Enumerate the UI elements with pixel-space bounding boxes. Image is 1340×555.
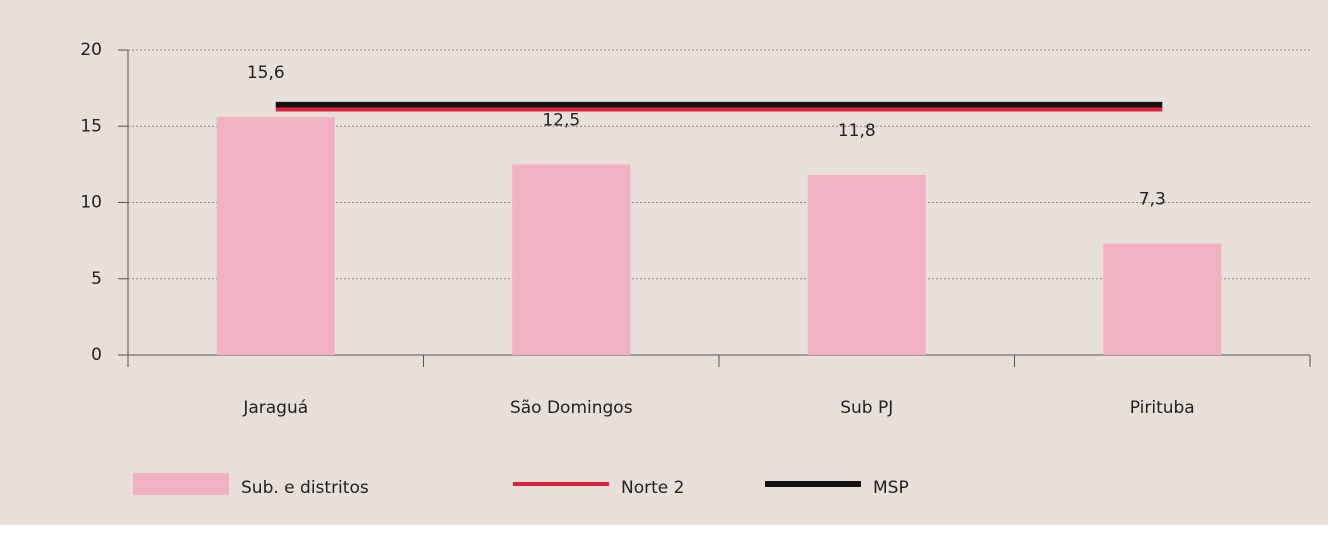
legend-label: MSP <box>873 478 909 498</box>
bar <box>512 164 631 355</box>
legend-label: Sub. e distritos <box>241 478 369 498</box>
data-label: 12,5 <box>542 110 580 130</box>
y-tick-label: 0 <box>91 345 102 365</box>
data-label: 15,6 <box>247 63 285 83</box>
y-tick-label: 10 <box>80 193 102 213</box>
x-tick-label: Pirituba <box>1130 398 1195 418</box>
y-tick-label: 20 <box>80 40 102 60</box>
y-tick-label: 15 <box>80 116 102 136</box>
x-tick-label: São Domingos <box>510 398 633 418</box>
bar <box>807 175 926 355</box>
data-label: 11,8 <box>838 121 876 141</box>
x-tick-label: Jaraguá <box>242 398 308 418</box>
x-tick-label: Sub PJ <box>840 398 893 418</box>
legend-label: Norte 2 <box>621 478 684 498</box>
y-tick-label: 5 <box>91 269 102 289</box>
bar <box>1103 243 1222 355</box>
data-label: 7,3 <box>1139 190 1166 210</box>
legend-swatch <box>133 473 229 495</box>
bar <box>216 117 335 355</box>
